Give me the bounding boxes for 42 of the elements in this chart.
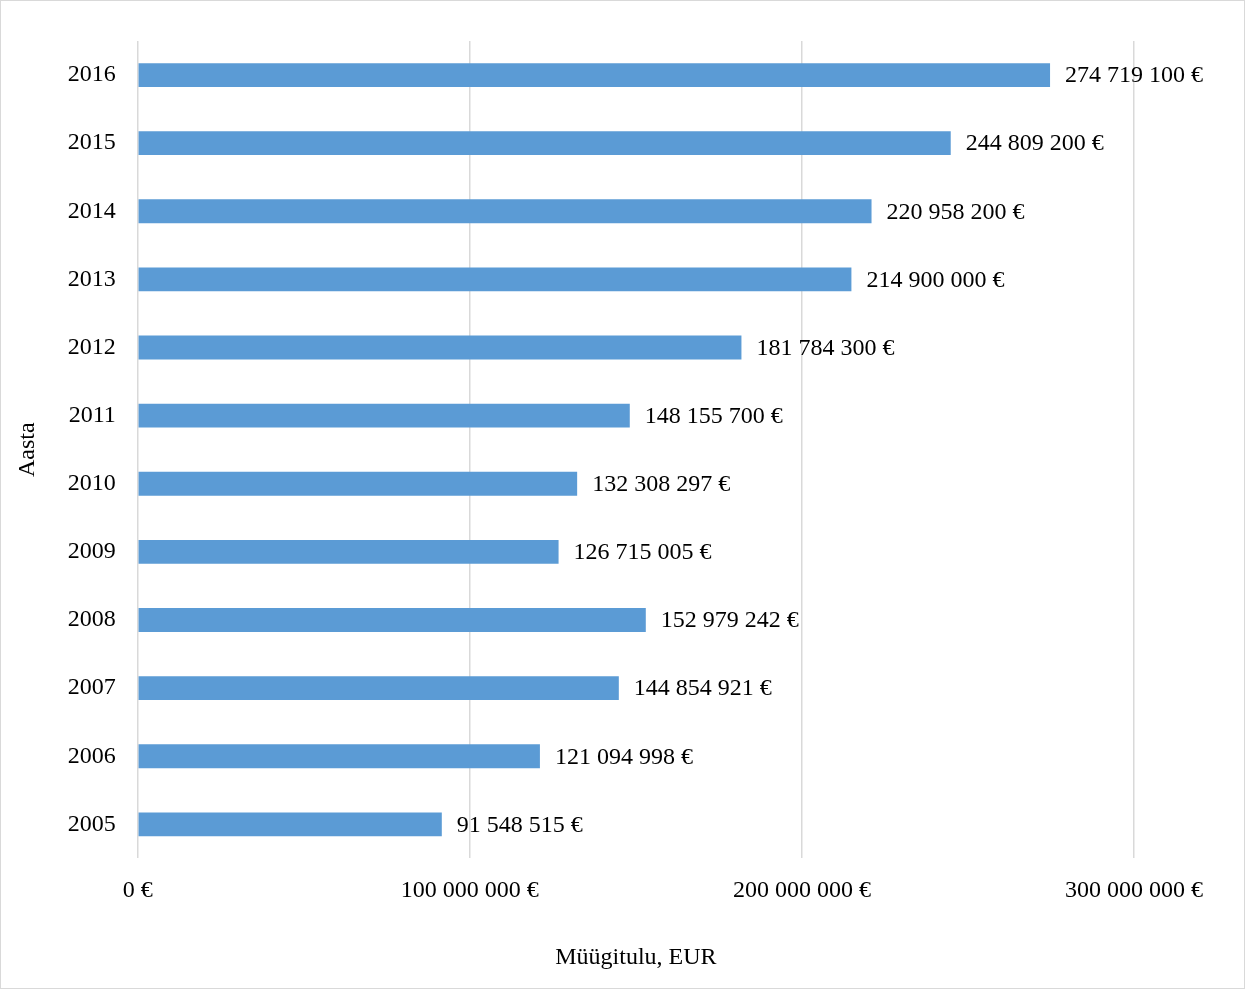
data-label: 214 900 000 € — [866, 265, 1005, 292]
data-label: 144 854 921 € — [633, 674, 772, 701]
bar — [138, 539, 559, 564]
data-label: 91 548 515 € — [456, 810, 583, 837]
y-tick-label: 2008 — [67, 605, 116, 632]
data-label: 121 094 998 € — [554, 742, 693, 769]
data-label: 132 308 297 € — [592, 470, 731, 497]
y-axis-title: Aasta — [12, 422, 39, 478]
data-label: 274 719 100 € — [1065, 61, 1204, 88]
x-tick-label: 200 000 000 € — [732, 876, 871, 903]
bar — [138, 335, 742, 360]
y-tick-label: 2016 — [67, 60, 116, 87]
bar — [138, 199, 872, 224]
bar — [138, 63, 1051, 87]
y-tick-label: 2014 — [67, 196, 116, 223]
bar — [138, 403, 630, 428]
bar — [138, 608, 646, 632]
y-tick-label: 2012 — [67, 332, 116, 359]
x-tick-label: 100 000 000 € — [400, 876, 539, 903]
y-tick-label: 2013 — [67, 264, 116, 291]
x-tick-label: 300 000 000 € — [1065, 876, 1203, 903]
bar — [138, 471, 578, 496]
data-label: 152 979 242 € — [660, 606, 799, 633]
y-tick-label: 2015 — [67, 128, 116, 155]
data-label: 181 784 300 € — [756, 333, 895, 360]
y-tick-label: 2006 — [67, 741, 116, 768]
bar — [138, 131, 951, 156]
data-label: 126 715 005 € — [573, 538, 712, 565]
y-tick-label: 2009 — [67, 537, 116, 564]
bar — [138, 267, 852, 292]
data-label: 220 958 200 € — [886, 197, 1025, 224]
x-tick-label: 0 € — [122, 876, 153, 903]
y-tick-label: 2007 — [67, 673, 116, 700]
y-tick-label: 2005 — [67, 809, 116, 836]
y-tick-label: 2011 — [68, 400, 116, 427]
data-label: 244 809 200 € — [965, 129, 1104, 156]
y-tick-label: 2010 — [67, 469, 116, 496]
data-label: 148 155 700 € — [644, 401, 783, 428]
bar — [138, 676, 619, 701]
bar — [138, 744, 540, 769]
bar — [138, 812, 442, 837]
x-axis-title: Müügitulu, EUR — [555, 942, 717, 969]
